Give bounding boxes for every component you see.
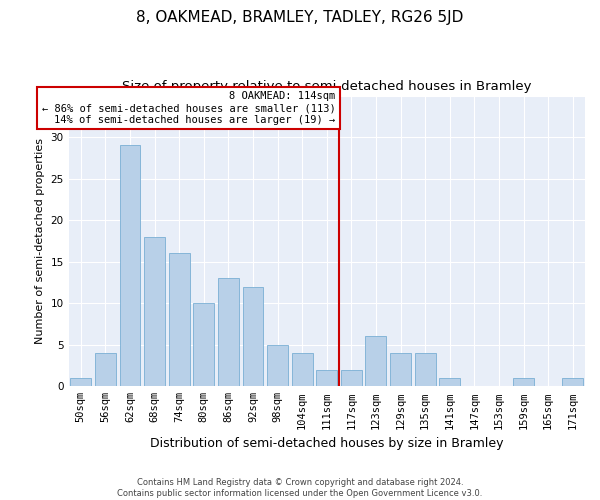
X-axis label: Distribution of semi-detached houses by size in Bramley: Distribution of semi-detached houses by … [150, 437, 503, 450]
Bar [513, 378, 534, 386]
Title: Size of property relative to semi-detached houses in Bramley: Size of property relative to semi-detach… [122, 80, 532, 93]
Y-axis label: Number of semi-detached properties: Number of semi-detached properties [35, 138, 45, 344]
Bar [218, 278, 239, 386]
Text: 8, OAKMEAD, BRAMLEY, TADLEY, RG26 5JD: 8, OAKMEAD, BRAMLEY, TADLEY, RG26 5JD [136, 10, 464, 25]
Text: 8 OAKMEAD: 114sqm
← 86% of semi-detached houses are smaller (113)
14% of semi-de: 8 OAKMEAD: 114sqm ← 86% of semi-detached… [41, 92, 335, 124]
Bar [341, 370, 362, 386]
Bar [144, 237, 165, 386]
Bar [267, 345, 288, 387]
Bar [415, 353, 436, 386]
Bar [316, 370, 337, 386]
Bar [390, 353, 411, 386]
Bar [169, 254, 190, 386]
Bar [562, 378, 583, 386]
Bar [439, 378, 460, 386]
Bar [95, 353, 116, 386]
Bar [193, 303, 214, 386]
Bar [70, 378, 91, 386]
Bar [292, 353, 313, 386]
Bar [242, 286, 263, 386]
Bar [119, 146, 140, 386]
Bar [365, 336, 386, 386]
Text: Contains HM Land Registry data © Crown copyright and database right 2024.
Contai: Contains HM Land Registry data © Crown c… [118, 478, 482, 498]
